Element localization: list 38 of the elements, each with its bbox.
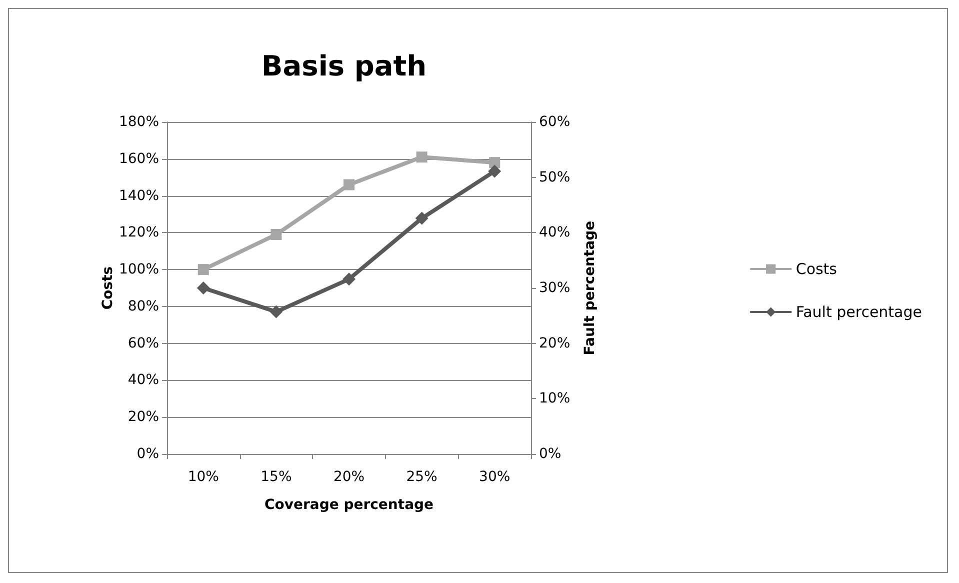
x-tick-label: 25% — [406, 469, 438, 485]
point — [198, 264, 209, 276]
y2-tick-label: 30% — [539, 280, 570, 296]
point — [489, 157, 500, 168]
y-tick-label: 0% — [136, 446, 159, 462]
y2-tick-label: 50% — [539, 169, 570, 186]
point — [270, 229, 282, 240]
legend-label: Fault percentage — [796, 303, 922, 321]
chart-title: Basis path — [261, 50, 427, 82]
point — [270, 305, 283, 318]
y-tick-label: 120% — [118, 224, 159, 241]
y2-tick-label: 0% — [539, 446, 562, 462]
y-tick-label: 100% — [118, 262, 159, 278]
y-tick-label: 140% — [118, 188, 159, 204]
y2-axis-title: Fault percentage — [582, 220, 598, 356]
point — [344, 179, 354, 190]
x-tick-label: 20% — [333, 469, 365, 485]
y-axis-title: Costs — [100, 266, 116, 310]
y2-tick-label: 20% — [539, 335, 570, 352]
y2-tick-label: 40% — [539, 224, 570, 241]
x-axis-title: Coverage percentage — [264, 497, 434, 513]
legend-label: Costs — [796, 260, 838, 278]
y-tick-label: 160% — [118, 150, 159, 167]
y-tick-label: 20% — [128, 409, 159, 426]
y-tick-label: 60% — [128, 335, 159, 352]
x-tick-label: 15% — [260, 469, 292, 485]
point — [415, 212, 428, 225]
y-tick-label: 180% — [118, 114, 159, 130]
x-tick-label: 30% — [479, 469, 510, 485]
point — [196, 282, 210, 294]
y2-tick-label: 60% — [539, 114, 570, 130]
x-tick-label: 10% — [188, 469, 219, 485]
y-tick-label: 40% — [128, 372, 159, 388]
point — [488, 164, 502, 178]
point — [342, 272, 356, 286]
y2-tick-label: 10% — [539, 390, 570, 407]
y-tick-label: 80% — [128, 298, 159, 314]
point — [416, 152, 428, 163]
